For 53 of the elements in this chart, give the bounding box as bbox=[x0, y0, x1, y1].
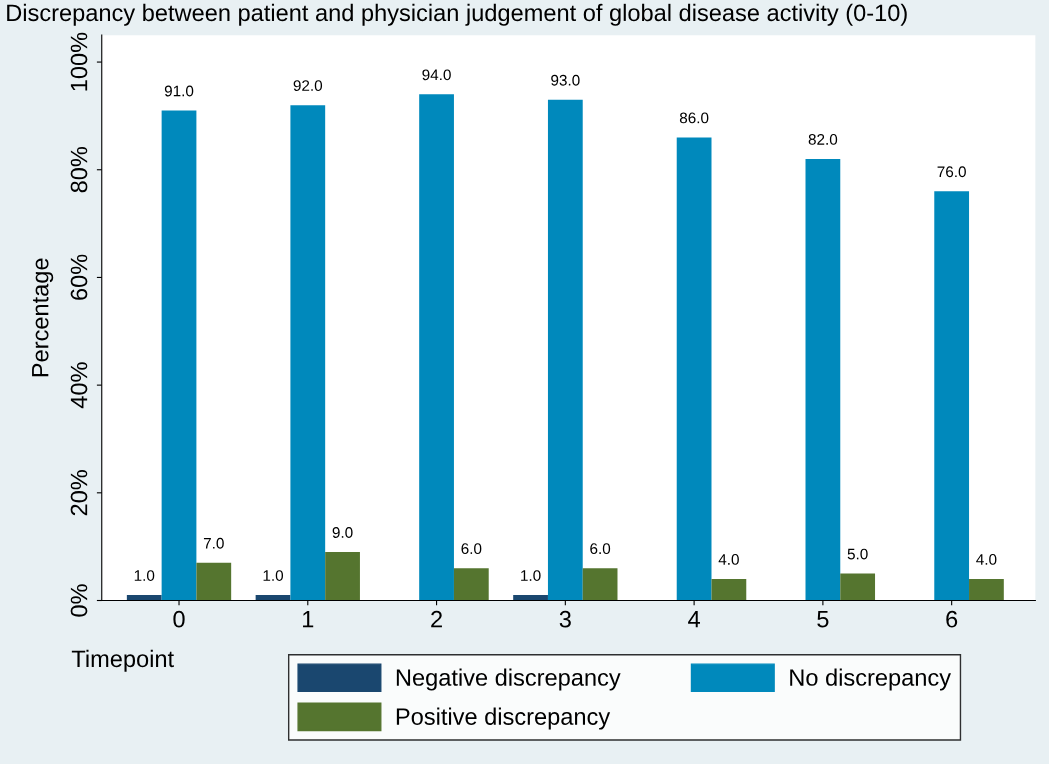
x-tick-label: 3 bbox=[559, 610, 571, 628]
bar bbox=[934, 191, 970, 601]
y-tick-label: 100% bbox=[70, 32, 88, 91]
bar bbox=[805, 158, 841, 601]
bar bbox=[419, 94, 454, 601]
y-tick-label: 80% bbox=[70, 146, 88, 193]
data-label: 6.0 bbox=[590, 543, 611, 555]
chart-title: Discrepancy between patient and physician judgement of global disease activity (0-10) bbox=[7, 3, 907, 26]
bar bbox=[969, 578, 1004, 601]
legend-label: No discrepancy bbox=[790, 668, 951, 691]
bar bbox=[255, 595, 291, 601]
x-tick-label: 0 bbox=[173, 610, 185, 628]
x-tick-label: 1 bbox=[303, 611, 314, 628]
legend-label: Negative discrepancy bbox=[396, 668, 621, 691]
data-label: 94.0 bbox=[422, 69, 451, 81]
bar bbox=[196, 562, 232, 601]
data-label: 1.0 bbox=[521, 570, 541, 581]
y-tick-label: 20% bbox=[70, 470, 88, 516]
data-label: 93.0 bbox=[551, 74, 580, 86]
bar bbox=[513, 595, 548, 601]
data-label: 1.0 bbox=[263, 570, 284, 581]
data-label: 6.0 bbox=[461, 543, 482, 555]
data-label: 92.0 bbox=[293, 80, 323, 92]
data-label: 91.0 bbox=[164, 85, 194, 97]
bar bbox=[840, 573, 876, 601]
bar bbox=[676, 137, 712, 601]
x-tick-label: 2 bbox=[431, 610, 442, 628]
bar bbox=[325, 552, 360, 601]
y-tick-label: 60% bbox=[70, 254, 88, 300]
data-label: 5.0 bbox=[847, 548, 868, 560]
x-tick-label: 6 bbox=[946, 610, 958, 628]
bar bbox=[453, 568, 489, 601]
bar bbox=[126, 595, 162, 601]
x-tick-label: 5 bbox=[817, 611, 829, 628]
bar bbox=[161, 110, 197, 601]
bar bbox=[290, 105, 326, 601]
data-label: 4.0 bbox=[976, 554, 997, 565]
y-tick-label: 0% bbox=[70, 584, 88, 617]
data-label: 4.0 bbox=[718, 554, 739, 565]
y-tick-label: 40% bbox=[70, 362, 88, 409]
data-label: 76.0 bbox=[937, 166, 966, 178]
data-label: 82.0 bbox=[808, 134, 838, 145]
bar bbox=[711, 578, 747, 601]
x-tick-label: 4 bbox=[688, 611, 700, 628]
data-label: 86.0 bbox=[679, 112, 709, 124]
bar bbox=[582, 568, 618, 601]
bar bbox=[547, 99, 583, 601]
x-axis-title: Timepoint bbox=[71, 649, 174, 672]
data-label: 7.0 bbox=[203, 537, 224, 549]
data-label: 1.0 bbox=[134, 570, 155, 581]
y-axis-title: Percentage bbox=[32, 258, 54, 377]
legend-label: Positive discrepancy bbox=[396, 707, 611, 730]
data-label: 9.0 bbox=[332, 527, 353, 538]
